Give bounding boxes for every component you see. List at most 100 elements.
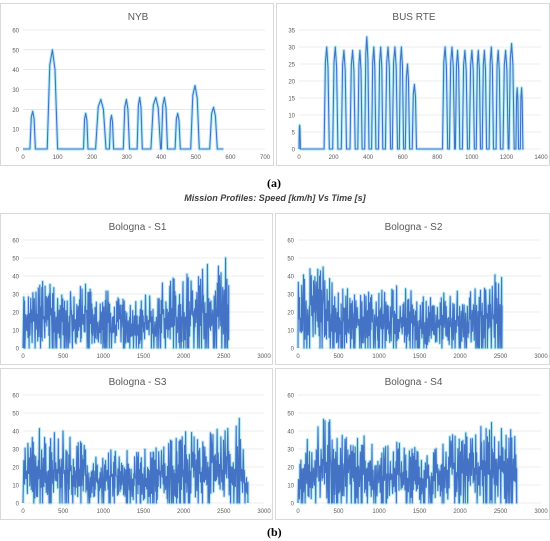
bologna-s3-y-tick-label: 60 bbox=[12, 394, 19, 400]
bologna-s3-y-tick-label: 40 bbox=[12, 430, 19, 436]
bologna-s4-x-tick-label: 1500 bbox=[413, 509, 427, 515]
bologna-s4-y-tick-label: 0 bbox=[291, 502, 295, 508]
bus-rte-y-tick-label: 15 bbox=[288, 97, 295, 103]
bologna-s2-x-tick-label: 2500 bbox=[494, 354, 508, 360]
bologna-s3-x-tick-label: 2000 bbox=[177, 509, 191, 515]
bus-rte-y-tick-label: 5 bbox=[292, 131, 296, 137]
bologna-s1-x-tick-label: 0 bbox=[21, 354, 25, 360]
bologna-s3-y-tick-label: 10 bbox=[12, 484, 19, 490]
caption-a: (a) bbox=[267, 176, 281, 190]
bologna-s2-x-tick-label: 3000 bbox=[534, 354, 548, 360]
bologna-s1-y-tick-label: 30 bbox=[12, 293, 19, 299]
bologna-s3-x-tick-label: 3000 bbox=[257, 509, 271, 515]
nyb-y-tick-label: 40 bbox=[12, 68, 19, 74]
bologna-s2-y-tick-label: 0 bbox=[291, 347, 295, 353]
bologna-s1-title: Bologna - S1 bbox=[109, 222, 167, 233]
bus-rte-x-tick-label: 400 bbox=[363, 155, 374, 161]
bus-rte-series-line bbox=[298, 36, 524, 150]
bologna-s4-x-tick-label: 0 bbox=[296, 509, 300, 515]
nyb-x-tick-label: 700 bbox=[260, 155, 271, 161]
bologna-s1-y-tick-label: 10 bbox=[12, 329, 19, 335]
nyb-x-tick-label: 0 bbox=[21, 155, 25, 161]
bologna-s1-x-tick-label: 3000 bbox=[257, 354, 271, 360]
bus-rte-y-tick-label: 20 bbox=[288, 80, 295, 86]
bologna-s1-y-tick-label: 60 bbox=[12, 239, 19, 245]
chart-bus-rte: BUS RTE 0 5 10 15 20 25 30 35 0 200 400 600 800 1000 12… bbox=[288, 12, 548, 161]
bologna-s3-title: Bologna - S3 bbox=[109, 377, 167, 388]
bologna-s2-y-tick-label: 20 bbox=[287, 311, 294, 317]
chart-bologna-s2: Bologna - S2 0 10 20 30 40 50 60 0 500 1000 1500 200… bbox=[287, 222, 548, 360]
bologna-s4-series-line bbox=[297, 418, 518, 504]
chart-panel-bologna-s3: Bologna - S3 0 10 20 30 40 50 60 0 500 1000 1500 200… bbox=[0, 368, 273, 520]
bus-rte-x-tick-label: 800 bbox=[432, 155, 443, 161]
bus-rte-y-tick-label: 10 bbox=[288, 114, 295, 120]
nyb-x-tick-label: 300 bbox=[122, 155, 133, 161]
bologna-s2-y-tick-label: 50 bbox=[287, 257, 294, 263]
bus-rte-x-tick-label: 600 bbox=[398, 155, 409, 161]
nyb-y-tick-label: 50 bbox=[12, 48, 19, 54]
bologna-s4-x-tick-label: 2000 bbox=[453, 509, 467, 515]
bologna-s4-y-tick-label: 10 bbox=[287, 484, 294, 490]
nyb-series-line bbox=[23, 49, 224, 150]
group-title: Mission Profiles: Speed [km/h] Vs Time [… bbox=[184, 193, 366, 203]
bologna-s3-x-tick-label: 0 bbox=[21, 509, 25, 515]
bus-rte-y-tick-label: 25 bbox=[288, 63, 295, 69]
bus-rte-x-tick-label: 1400 bbox=[534, 155, 548, 161]
chart-panel-bus-rte: BUS RTE 0 5 10 15 20 25 30 35 0 200 400 600 800 1000 12… bbox=[276, 3, 550, 166]
bologna-s4-x-tick-label: 3000 bbox=[534, 509, 548, 515]
bus-rte-y-tick-label: 30 bbox=[288, 46, 295, 52]
bologna-s4-y-tick-label: 50 bbox=[287, 412, 294, 418]
nyb-x-tick-label: 500 bbox=[191, 155, 202, 161]
bus-rte-x-tick-label: 0 bbox=[297, 155, 301, 161]
bologna-s4-x-tick-label: 2500 bbox=[494, 509, 508, 515]
chart-bologna-s1: Bologna - S1 0 10 20 30 40 50 60 0 500 1000 1500 200… bbox=[12, 222, 271, 360]
bologna-s2-x-tick-label: 0 bbox=[296, 354, 300, 360]
bologna-s1-x-tick-label: 500 bbox=[58, 354, 69, 360]
bus-rte-title: BUS RTE bbox=[392, 12, 435, 23]
nyb-y-tick-label: 60 bbox=[12, 29, 19, 35]
bologna-s1-y-tick-label: 50 bbox=[12, 257, 19, 263]
bologna-s3-y-tick-label: 20 bbox=[12, 466, 19, 472]
bologna-s3-x-tick-label: 1500 bbox=[137, 509, 151, 515]
bologna-s3-x-tick-label: 500 bbox=[58, 509, 69, 515]
nyb-x-tick-label: 200 bbox=[87, 155, 98, 161]
bologna-s2-x-tick-label: 2000 bbox=[453, 354, 467, 360]
bologna-s1-x-tick-label: 1500 bbox=[137, 354, 151, 360]
bologna-s2-y-tick-label: 60 bbox=[287, 239, 294, 245]
chart-panel-bologna-s1: Bologna - S1 0 10 20 30 40 50 60 0 500 1000 1500 200… bbox=[0, 213, 273, 365]
chart-bologna-s4: Bologna - S4 0 10 20 30 40 50 60 0 500 1000 1500 200… bbox=[287, 377, 548, 515]
bologna-s3-x-tick-label: 1000 bbox=[97, 509, 111, 515]
bologna-s2-y-tick-label: 30 bbox=[287, 293, 294, 299]
bologna-s3-x-tick-label: 2500 bbox=[217, 509, 231, 515]
bologna-s2-series-line bbox=[297, 266, 503, 349]
bologna-s3-y-tick-label: 30 bbox=[12, 448, 19, 454]
bologna-s2-y-tick-label: 10 bbox=[287, 329, 294, 335]
bus-rte-y-tick-label: 35 bbox=[288, 29, 295, 35]
bologna-s1-y-tick-label: 0 bbox=[16, 347, 20, 353]
chart-panel-nyb: NYB 0 10 20 30 40 50 60 0 100 200 300 400 500 600 700 bbox=[0, 3, 274, 166]
chart-bologna-s3: Bologna - S3 0 10 20 30 40 50 60 0 500 1000 1500 200… bbox=[12, 377, 271, 515]
bologna-s1-x-tick-label: 1000 bbox=[97, 354, 111, 360]
bologna-s4-y-tick-label: 60 bbox=[287, 394, 294, 400]
bologna-s3-y-tick-label: 0 bbox=[16, 502, 20, 508]
bologna-s2-x-tick-label: 1000 bbox=[372, 354, 386, 360]
nyb-title: NYB bbox=[128, 12, 149, 23]
bologna-s2-x-tick-label: 1500 bbox=[413, 354, 427, 360]
nyb-y-tick-label: 0 bbox=[16, 148, 20, 154]
nyb-x-tick-label: 600 bbox=[225, 155, 236, 161]
bus-rte-x-tick-label: 1000 bbox=[465, 155, 479, 161]
bologna-s4-x-tick-label: 1000 bbox=[372, 509, 386, 515]
bologna-s1-y-tick-label: 20 bbox=[12, 311, 19, 317]
bologna-s4-title: Bologna - S4 bbox=[385, 377, 443, 388]
bologna-s4-y-tick-label: 40 bbox=[287, 430, 294, 436]
chart-panel-bologna-s2: Bologna - S2 0 10 20 30 40 50 60 0 500 1000 1500 200… bbox=[275, 213, 550, 365]
nyb-y-tick-label: 20 bbox=[12, 108, 19, 114]
bologna-s2-y-tick-label: 40 bbox=[287, 275, 294, 281]
nyb-x-tick-label: 400 bbox=[156, 155, 167, 161]
bologna-s1-series-line bbox=[22, 257, 230, 349]
caption-b: (b) bbox=[267, 525, 282, 539]
bologna-s4-x-tick-label: 500 bbox=[333, 509, 344, 515]
bologna-s4-y-tick-label: 30 bbox=[287, 448, 294, 454]
bologna-s3-series-line bbox=[22, 417, 249, 504]
